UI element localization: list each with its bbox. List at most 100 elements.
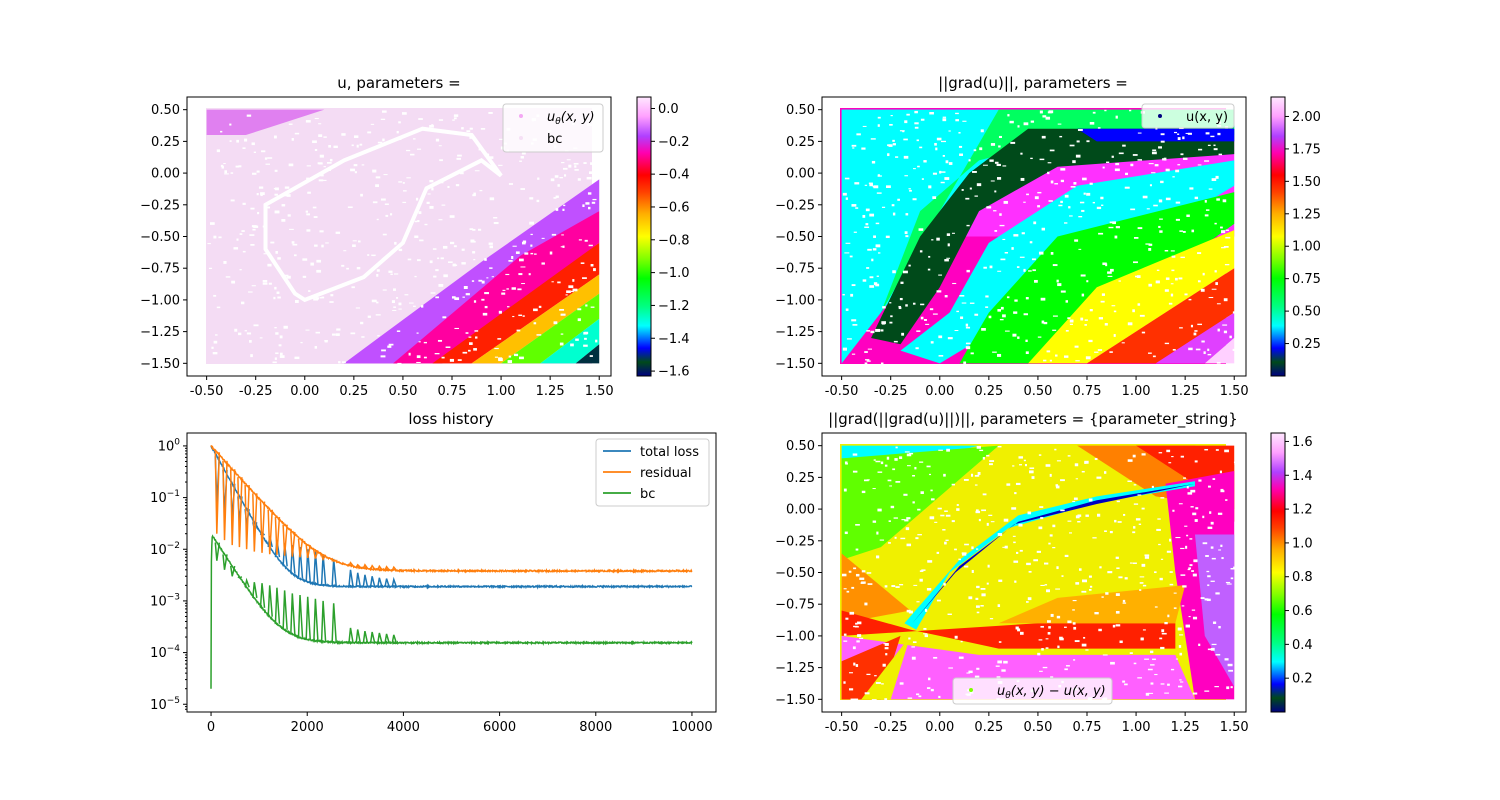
u-gap	[358, 240, 361, 243]
grad2-gap	[990, 521, 995, 523]
grad2-gap	[960, 640, 963, 643]
grad-gap	[1158, 146, 1162, 149]
grad2-gap	[1045, 647, 1049, 649]
grad2-gap	[1127, 480, 1132, 482]
u-gap	[313, 216, 318, 218]
u-gap	[426, 201, 430, 204]
grad2-gap	[945, 514, 951, 517]
u-gap	[335, 231, 341, 234]
u-gap	[592, 198, 597, 201]
u-gap	[398, 181, 403, 183]
grad-gap	[962, 120, 967, 122]
grad-gap	[1025, 339, 1028, 342]
u-gap	[447, 185, 450, 189]
u-gap	[292, 243, 298, 246]
grad2-gap	[1045, 638, 1049, 640]
grad-gap	[1060, 179, 1064, 183]
grad-gap	[989, 265, 993, 269]
u-gap	[559, 342, 564, 346]
grad-gap	[850, 293, 854, 297]
u-gap	[583, 331, 588, 335]
u-gap	[242, 147, 246, 149]
u-gap	[590, 306, 595, 308]
loss-spike	[297, 594, 304, 638]
u-gap	[244, 138, 248, 142]
grad-gap	[866, 330, 871, 332]
u-gap	[518, 356, 524, 360]
grad-gap	[877, 116, 881, 119]
u-gap	[414, 275, 417, 278]
grad2-gap	[1189, 564, 1193, 567]
u-gap	[452, 263, 456, 267]
grad2-gap	[866, 673, 871, 676]
u-gap	[418, 118, 423, 120]
grad2-ytick-label: 0.00	[786, 503, 815, 518]
grad-gap	[1060, 168, 1066, 171]
grad-gap	[1078, 215, 1083, 218]
u-gap	[520, 156, 524, 159]
u-gap	[416, 148, 422, 150]
grad2-cb-tick-label: 1.6	[1292, 435, 1313, 450]
panel-u-legend: uθ(x, y) bc	[502, 103, 604, 153]
grad-gap	[1170, 250, 1175, 252]
u-gap	[454, 264, 458, 266]
grad2-band	[998, 585, 1186, 624]
grad2-gap	[855, 664, 859, 667]
grad2-gap	[948, 667, 953, 669]
u-gap	[318, 163, 323, 165]
panel-grad-yticks: 0.500.250.00−0.25−0.50−0.75−1.00−1.25−1.…	[775, 103, 822, 372]
grad2-gap	[942, 529, 946, 531]
grad2-gap	[1084, 460, 1089, 464]
grad2-gap	[1178, 645, 1182, 648]
grad2-gap	[1052, 546, 1056, 549]
grad2-gap	[1074, 640, 1080, 643]
u-gap	[323, 166, 326, 168]
grad-gap	[958, 145, 963, 148]
u-gap	[256, 170, 260, 173]
grad-gap	[994, 190, 997, 193]
u-gap	[479, 189, 483, 192]
u-gap	[376, 273, 379, 277]
grad2-gap	[1054, 448, 1057, 451]
u-gap	[553, 197, 557, 199]
grad-gap	[1151, 172, 1156, 174]
grad2-band	[841, 553, 911, 624]
grad-gap	[892, 143, 896, 146]
grad-gap	[1047, 162, 1052, 164]
grad2-gap	[1224, 658, 1229, 661]
grad2-gap	[988, 514, 993, 516]
grad2-cb-tick-label: 0.4	[1292, 638, 1313, 653]
grad-gap	[955, 112, 959, 115]
u-gap	[585, 202, 590, 205]
u-gap	[305, 210, 308, 213]
grad2-gap	[1177, 627, 1182, 631]
grad2-gap	[843, 588, 847, 590]
u-gap	[456, 157, 461, 160]
panel-u-legend-box	[502, 103, 604, 153]
grad2-gap	[938, 449, 943, 451]
u-gap	[529, 197, 534, 200]
u-gap	[213, 340, 218, 344]
grad2-gap	[848, 672, 853, 674]
grad-gap	[1052, 315, 1058, 317]
u-gap	[454, 297, 460, 301]
grad-gap	[944, 259, 949, 262]
grad-gap	[1175, 169, 1180, 173]
grad2-gap	[875, 555, 880, 559]
grad2-gap	[920, 491, 924, 495]
grad2-gap	[900, 537, 906, 540]
grad2-gap	[1219, 470, 1222, 474]
grad-gap	[938, 274, 943, 276]
u-gap	[274, 286, 277, 290]
u-gap	[408, 352, 411, 356]
grad-gap	[1201, 340, 1205, 343]
grad2-gap	[936, 551, 940, 554]
grad-gap	[1197, 164, 1202, 166]
grad-gap	[921, 178, 924, 180]
grad2-gap	[849, 611, 855, 615]
grad-gap	[864, 351, 868, 353]
u-gap	[211, 346, 214, 349]
u-gap	[437, 257, 440, 260]
u-gap	[246, 332, 252, 335]
loss-spike	[237, 576, 243, 579]
